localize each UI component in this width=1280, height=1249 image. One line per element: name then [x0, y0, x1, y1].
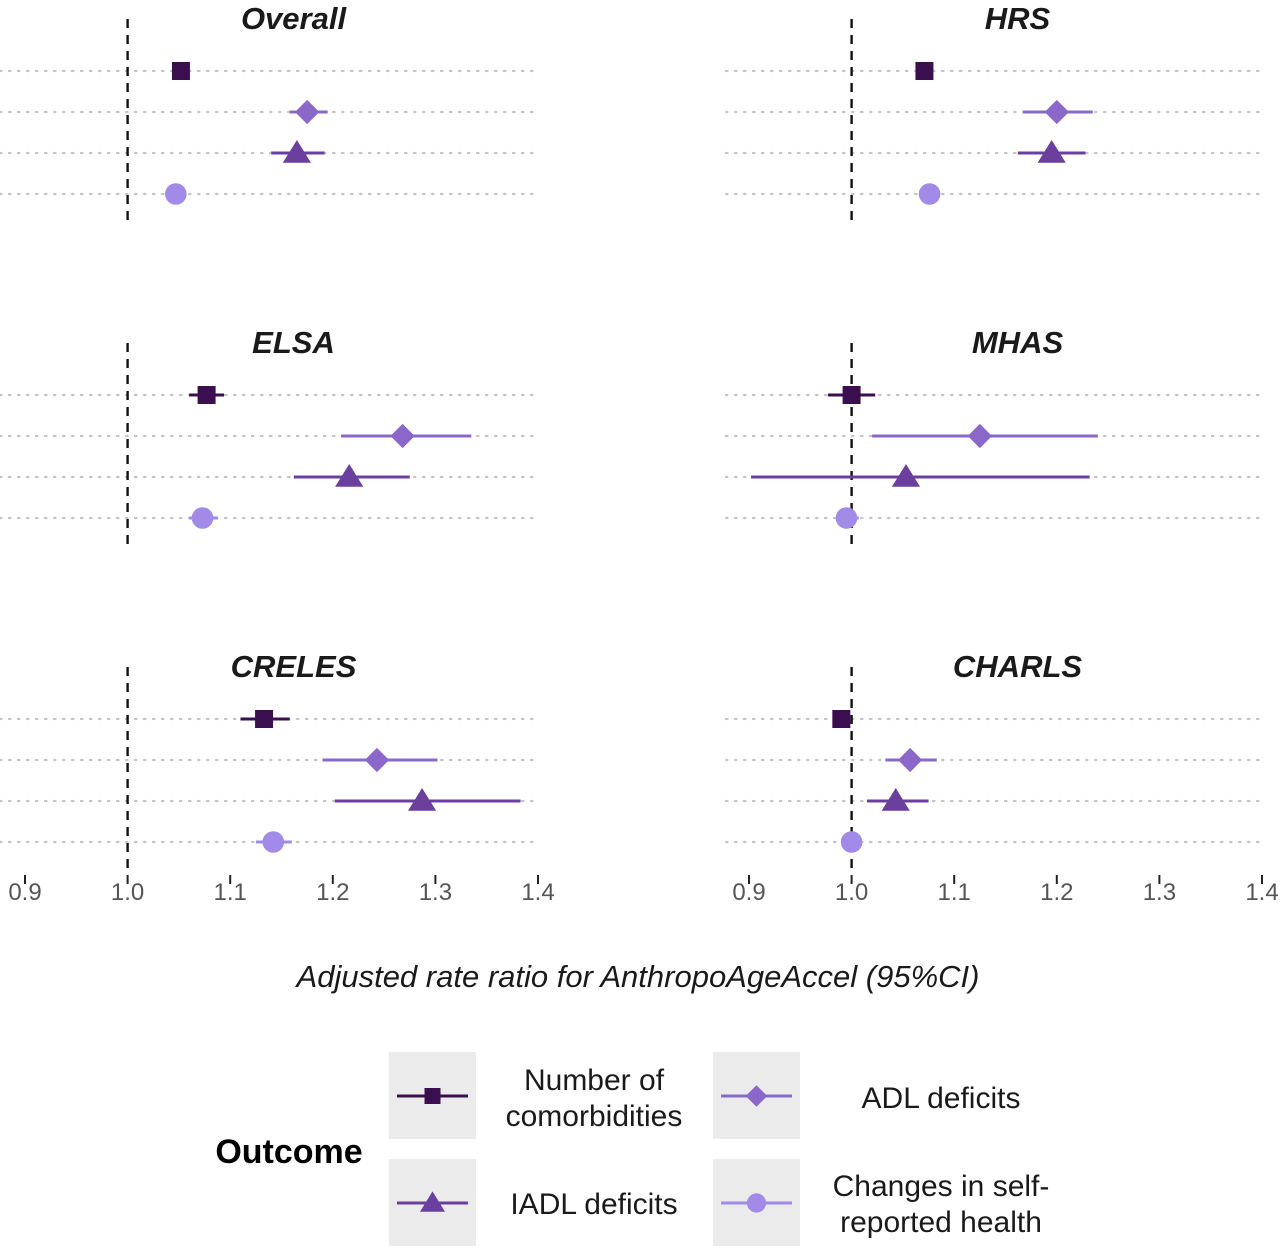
point-mhas-adl [967, 423, 992, 449]
tick-label: 1.4 [521, 879, 554, 906]
point-creles-comorb [255, 710, 274, 728]
point-overall-iadl [282, 139, 311, 163]
legend-label-line: Changes in self- [833, 1170, 1050, 1203]
tick-label: 1.1 [938, 879, 971, 906]
tick-label: 0.9 [732, 879, 765, 906]
tick-label: 1.3 [1143, 879, 1176, 906]
panel-title-mhas: MHAS [972, 325, 1064, 360]
legend-entry-iadl: IADL deficits [389, 1159, 678, 1246]
legend-key-symbol [746, 1193, 767, 1213]
panel-overall: Overall [0, 1, 542, 224]
point-charls-srh [840, 831, 863, 853]
panel-title-hrs: HRS [985, 1, 1051, 36]
point-elsa-srh [191, 507, 214, 529]
point-mhas-srh [835, 507, 858, 529]
point-overall-comorb [171, 62, 190, 80]
tick-label: 1.0 [835, 879, 868, 906]
tick-label: 1.3 [419, 879, 452, 906]
panel-title-charls: CHARLS [953, 649, 1082, 684]
legend-entry-srh: Changes in self-reported health [713, 1159, 1049, 1246]
point-overall-adl [295, 99, 320, 125]
tick-label: 1.2 [316, 879, 349, 906]
point-charls-iadl [881, 787, 910, 811]
panel-title-overall: Overall [241, 1, 348, 36]
tick-label: 1.4 [1245, 879, 1278, 906]
x-axis-2: 0.9 1.0 1.1 1.2 1.3 1.4 [732, 875, 1279, 906]
legend-label-line: ADL deficits [862, 1082, 1021, 1115]
x-axis-label: Adjusted rate ratio for AnthropoAgeAccel… [295, 959, 980, 994]
panels: Overall HRS ELSA MHAS CRELES CHARLS [0, 1, 1264, 872]
point-mhas-comorb [842, 386, 861, 404]
legend-title: Outcome [215, 1133, 362, 1171]
point-creles-iadl [407, 787, 437, 811]
tick-label: 1.0 [111, 879, 144, 906]
point-hrs-adl [1044, 99, 1069, 125]
tick-label: 1.2 [1040, 879, 1073, 906]
legend-key-symbol [424, 1088, 441, 1104]
tick-label: 1.1 [214, 879, 247, 906]
point-overall-srh [165, 183, 187, 205]
point-mhas-iadl [891, 463, 921, 487]
point-creles-adl [364, 747, 390, 773]
legend-label-line: IADL deficits [510, 1188, 677, 1221]
point-charls-comorb [832, 710, 851, 728]
panel-mhas: MHAS [724, 325, 1264, 548]
legend-entry-adl: ADL deficits [713, 1052, 1020, 1139]
point-elsa-adl [390, 423, 415, 449]
legend-label-line: reported health [840, 1206, 1042, 1239]
tick-label: 0.9 [8, 879, 41, 906]
legend-label-line: comorbidities [506, 1100, 683, 1133]
point-elsa-comorb [197, 386, 216, 404]
x-axis-1: 0.9 1.0 1.1 1.2 1.3 1.4 [8, 875, 555, 906]
panel-title-elsa: ELSA [252, 325, 335, 360]
panel-elsa: ELSA [0, 325, 542, 548]
point-hrs-srh [918, 183, 941, 205]
point-creles-srh [262, 831, 285, 853]
point-hrs-iadl [1037, 139, 1066, 163]
panel-charls: CHARLS [724, 649, 1264, 872]
legend-key-symbol [745, 1085, 768, 1107]
panel-title-creles: CRELES [231, 649, 357, 684]
legend-key-symbol [419, 1191, 446, 1212]
point-charls-adl [897, 747, 923, 773]
panel-hrs: HRS [724, 1, 1264, 224]
x-axes: 0.9 1.0 1.1 1.2 1.3 1.4 0.9 1.0 1.1 1.2 1.3 1.4 [8, 875, 1279, 906]
legend-label-line: Number of [524, 1064, 665, 1097]
point-hrs-comorb [915, 62, 934, 80]
point-elsa-iadl [335, 463, 364, 487]
panel-creles: CRELES [0, 649, 542, 872]
